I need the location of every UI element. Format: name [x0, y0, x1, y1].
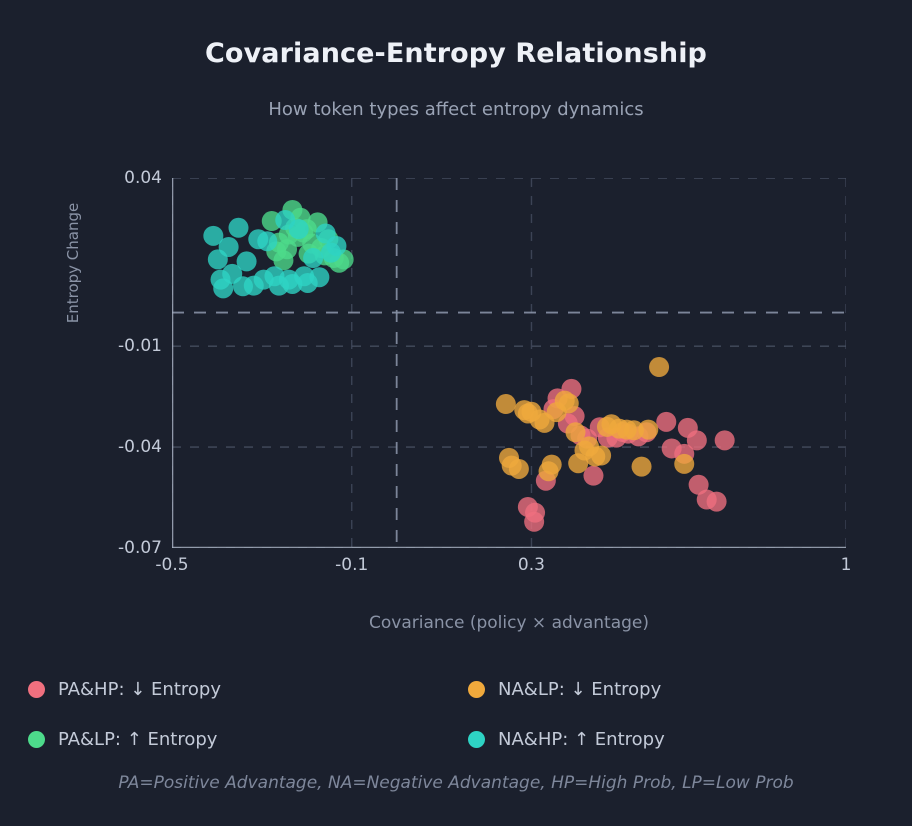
page-subtitle: How token types affect entropy dynamics — [268, 99, 644, 120]
y-tick-label: -0.07 — [118, 538, 162, 558]
legend-label: PA&LP: ↑ Entropy — [58, 728, 218, 750]
y-tick-label: -0.01 — [118, 336, 162, 357]
series-na-lp — [495, 357, 695, 482]
legend-item-pa-hp[interactable]: PA&HP: ↓ Entropy — [28, 679, 468, 700]
legend-label: NA&HP: ↑ Entropy — [498, 728, 665, 750]
data-point — [525, 502, 546, 523]
data-point — [213, 278, 234, 299]
data-point — [218, 236, 239, 257]
legend-marker-pa-lp-icon — [28, 730, 45, 748]
data-point — [688, 474, 709, 495]
data-point — [309, 267, 330, 288]
data-point — [674, 453, 695, 474]
data-point — [303, 248, 324, 269]
data-point — [257, 231, 278, 252]
x-tick-label: -0.5 — [155, 555, 189, 575]
y-tick-label: -0.04 — [118, 437, 162, 458]
legend-item-na-lp[interactable]: NA&LP: ↓ Entropy — [468, 679, 888, 700]
data-point — [558, 393, 579, 414]
y-tick-label: 0.04 — [124, 168, 162, 188]
x-axis-ticks: -0.5 -0.1 0.3 1 — [155, 555, 851, 581]
x-tick-label: 1 — [840, 555, 852, 575]
data-point — [714, 430, 735, 451]
legend-item-pa-lp[interactable]: PA&LP: ↑ Entropy — [28, 729, 468, 750]
x-tick-label: -0.1 — [335, 555, 369, 575]
data-point — [565, 422, 586, 443]
page-title: Covariance-Entropy Relationship — [205, 38, 707, 69]
scatter-plot — [172, 178, 846, 548]
data-point — [656, 411, 677, 432]
data-point — [706, 491, 727, 512]
legend-label: NA&LP: ↓ Entropy — [498, 678, 662, 700]
data-point — [236, 251, 257, 272]
legend-marker-pa-hp-icon — [28, 680, 45, 698]
data-point — [495, 394, 516, 415]
data-point — [508, 458, 529, 479]
series-na-hp — [203, 210, 347, 299]
data-point — [638, 419, 659, 440]
data-point — [326, 235, 347, 256]
x-axis-label: Covariance (policy × advantage) — [368, 613, 650, 633]
data-point — [541, 454, 562, 475]
footnote: PA=Positive Advantage, NA=Negative Advan… — [118, 773, 794, 793]
y-axis-ticks: 0.04 -0.01 -0.04 -0.07 — [62, 168, 162, 558]
data-point — [623, 420, 644, 441]
legend: PA&HP: ↓ Entropy NA&LP: ↓ Entropy PA&LP: ↑… — [28, 664, 888, 764]
data-point — [288, 219, 309, 240]
data-point — [228, 217, 249, 238]
data-point — [686, 430, 707, 451]
data-point — [203, 225, 224, 246]
legend-marker-na-lp-icon — [468, 680, 485, 698]
x-tick-label: 0.3 — [517, 555, 545, 575]
legend-marker-na-hp-icon — [468, 730, 485, 748]
data-point — [631, 456, 652, 477]
data-point — [583, 465, 604, 486]
legend-label: PA&HP: ↓ Entropy — [58, 678, 221, 700]
legend-item-na-hp[interactable]: NA&HP: ↑ Entropy — [468, 729, 888, 750]
data-point — [591, 445, 612, 466]
plot-area — [172, 178, 846, 548]
data-point — [649, 357, 670, 378]
